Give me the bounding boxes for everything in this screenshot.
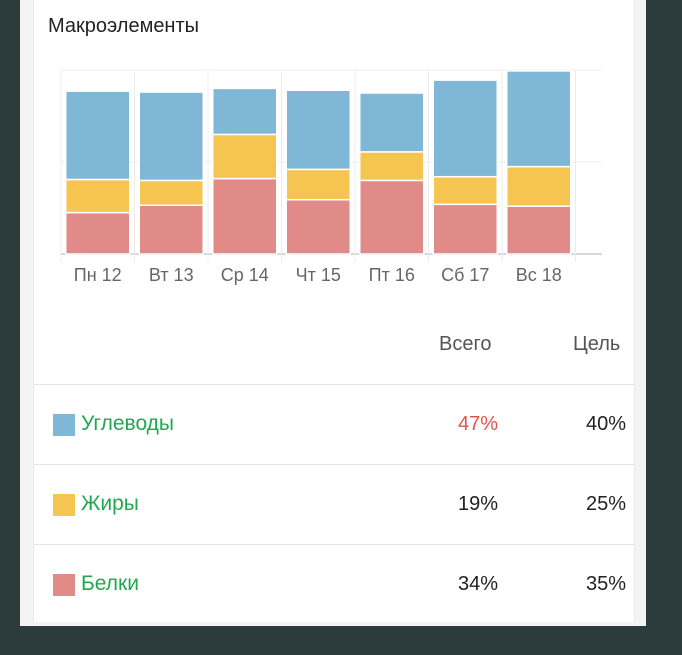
bar-segment[interactable] — [432, 203, 498, 255]
bar-segment[interactable] — [285, 89, 351, 171]
bar-segment[interactable] — [506, 205, 572, 255]
x-tick-label: Сб 17 — [441, 265, 489, 285]
macro-goal-value: 40% — [585, 413, 626, 435]
bar-segment[interactable] — [432, 79, 498, 178]
bar-segment[interactable] — [359, 179, 425, 255]
bar-segment[interactable] — [65, 178, 131, 214]
bar-segment[interactable] — [506, 165, 572, 207]
x-tick-label: Пт 16 — [369, 265, 415, 285]
macros-stacked-bar-chart: Пн 12 Вт 13 Ср 14 Чт 15 Пт 16 Сб 17 Вс 18 — [60, 69, 602, 285]
bar-segment[interactable] — [138, 179, 204, 206]
fats-color-swatch — [53, 494, 75, 516]
x-tick-label: Ср 14 — [221, 265, 269, 285]
carbs-color-swatch — [53, 414, 75, 436]
macro-goal-value: 35% — [585, 573, 626, 595]
macro-row-carbs[interactable]: Углеводы 47% 40% — [34, 384, 634, 464]
macros-panel: Макроэлементы Пн 12 Вт 13 Ср 14 Чт 15 Пт 16 С… — [33, 0, 635, 622]
bar-segment[interactable] — [432, 175, 498, 206]
bar-segment[interactable] — [65, 90, 131, 181]
bar-segment[interactable] — [506, 70, 572, 168]
bar-segment[interactable] — [359, 151, 425, 182]
bar-segment[interactable] — [138, 91, 204, 182]
macro-row-label: Жиры — [81, 492, 139, 515]
bar-segment[interactable] — [212, 177, 278, 255]
x-tick-label: Чт 15 — [296, 265, 341, 285]
bar-segment[interactable] — [285, 168, 351, 201]
macro-goal-value: 25% — [585, 493, 626, 515]
bar-segment[interactable] — [285, 198, 351, 255]
bar-segment[interactable] — [212, 133, 278, 180]
macros-card: Макроэлементы Пн 12 Вт 13 Ср 14 Чт 15 Пт 16 С… — [20, 0, 646, 626]
x-tick-label: Вс 18 — [516, 265, 562, 285]
macro-total-value: 19% — [457, 493, 498, 515]
macro-row-fats[interactable]: Жиры 19% 25% — [34, 464, 634, 544]
x-tick-label: Вт 13 — [149, 265, 194, 285]
x-tick-label: Пн 12 — [74, 265, 122, 285]
macro-row-label: Углеводы — [81, 412, 175, 435]
bar-segment[interactable] — [138, 204, 204, 255]
section-title: Макроэлементы — [48, 15, 200, 37]
macro-total-value: 47% — [457, 413, 498, 435]
bar-segment[interactable] — [212, 87, 278, 136]
proteins-color-swatch — [53, 574, 75, 596]
macro-row-label: Белки — [81, 572, 139, 595]
bar-segment[interactable] — [359, 92, 425, 153]
column-header-total: Всего — [439, 333, 492, 355]
macro-total-value: 34% — [457, 573, 498, 595]
macro-row-proteins[interactable]: Белки 34% 35% — [34, 544, 634, 624]
bar-segment[interactable] — [65, 211, 131, 255]
column-header-goal: Цель — [573, 333, 621, 355]
